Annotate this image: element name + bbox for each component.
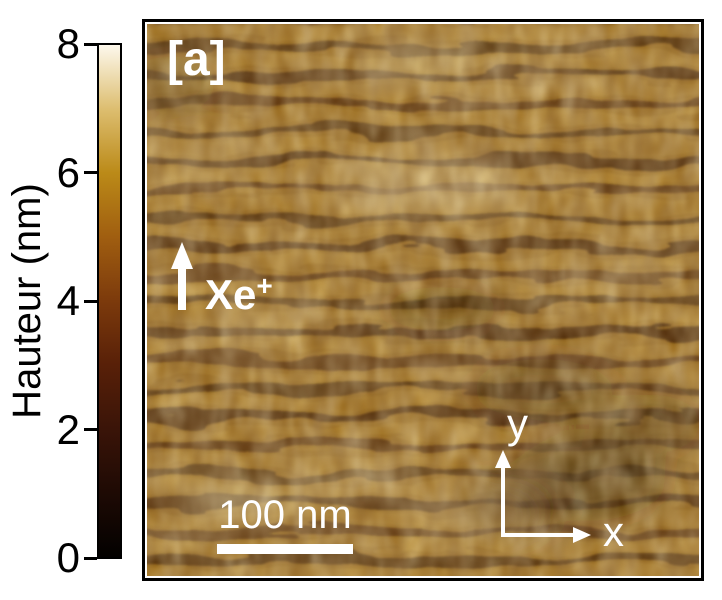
colorbar-tick-label: 8	[56, 20, 80, 67]
scale-bar	[217, 544, 353, 554]
ion-charge: +	[256, 270, 273, 301]
y-axis-arrow-icon	[495, 450, 511, 468]
colorbar-gradient	[97, 43, 122, 559]
y-axis-label: y	[507, 400, 528, 447]
y-axis-arrow-shaft	[501, 467, 505, 537]
ion-beam-arrow-shaft	[178, 268, 186, 310]
afm-image-frame: [a] Xe+ 100 nm y x	[142, 19, 704, 581]
ion-beam-label: Xe+	[205, 264, 273, 317]
afm-topography-image: [a] Xe+ 100 nm y x	[147, 24, 699, 576]
afm-ripple-texture	[147, 24, 699, 576]
colorbar-tick-mark	[84, 42, 97, 46]
colorbar-tick-label: 0	[56, 534, 80, 581]
x-axis-arrow-icon	[573, 527, 591, 543]
x-axis-label: x	[603, 508, 624, 555]
panel-label: [a]	[167, 33, 226, 86]
colorbar-tick-mark	[84, 428, 97, 431]
colorbar-tick-mark	[84, 171, 97, 174]
scale-bar-label: 100 nm	[218, 493, 352, 537]
colorbar-tick-label: 6	[56, 148, 80, 196]
ion-beam-arrow-icon	[171, 242, 193, 269]
colorbar-tick-mark	[84, 556, 97, 560]
colorbar-tick-label: 2	[56, 405, 80, 453]
colorbar-tick-mark	[84, 299, 97, 303]
x-axis-arrow-shaft	[501, 533, 575, 537]
ion-symbol: Xe	[205, 271, 257, 318]
colorbar-tick-label: 4	[56, 277, 80, 324]
